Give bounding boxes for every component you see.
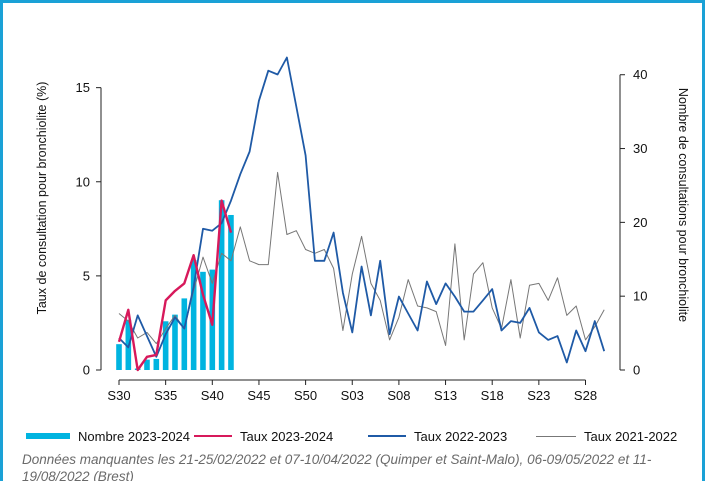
frame-border-right [702,0,705,481]
chart-legend: Nombre 2023-2024 Taux 2023-2024 Taux 202… [26,426,696,446]
left-axis-tick-label: 15 [76,80,90,95]
x-axis-tick-label: S08 [387,388,410,403]
x-axis-tick-label: S03 [341,388,364,403]
missing-data-note: Données manquantes les 21-25/02/2022 et … [22,452,652,481]
line-taux-2021-2022 [118,171,605,346]
left-axis-title: Taux de consultation pour bronchiolite (… [35,82,49,315]
x-axis-tick-label: S30 [107,388,130,403]
bar-nombre-2023-2024 [172,314,178,370]
legend-swatch-taux-2021-2022 [536,435,576,437]
legend-swatch-taux-2022-2023 [368,435,406,437]
legend-label-taux-2023-2024: Taux 2023-2024 [240,428,334,444]
bar-nombre-2023-2024 [218,200,225,370]
line-taux-2023-2024 [117,199,233,372]
right-axis-tick-label: 10 [633,289,647,304]
right-axis-tick-label: 40 [633,67,647,82]
legend-item-nombre-2023-2024: Nombre 2023-2024 [26,426,190,446]
legend-item-taux-2021-2022: Taux 2021-2022 [536,426,677,446]
x-axis-tick-label: S40 [201,388,224,403]
legend-item-taux-2023-2024: Taux 2023-2024 [194,426,333,446]
x-axis-tick-label: S18 [481,388,504,403]
legend-swatch-bars [26,433,70,439]
x-axis-tick-label: S45 [247,388,270,403]
legend-label-taux-2021-2022: Taux 2021-2022 [584,428,678,444]
x-axis-tick-label: S13 [434,388,457,403]
x-axis-tick-label: S23 [527,388,550,403]
bar-nombre-2023-2024 [190,260,197,370]
left-axis-tick-label: 5 [83,268,90,283]
bar-nombre-2023-2024 [200,271,206,370]
bar-nombre-2023-2024 [181,298,188,370]
left-axis-tick-label: 10 [76,174,90,189]
bar-nombre-2023-2024 [144,359,150,370]
line-taux-2022-2023 [118,56,606,364]
frame-border-left [0,0,3,481]
left-axis-tick-label: 0 [83,363,90,378]
x-axis-tick-label: S28 [574,388,597,403]
right-axis-tick-label: 0 [633,363,640,378]
right-axis-tick-label: 30 [633,141,647,156]
bar-nombre-2023-2024 [153,358,160,370]
right-axis-title: Nombre de consultations pour bronchiolit… [676,88,690,322]
right-axis-tick-label: 20 [633,215,647,230]
frame-border-top [0,0,705,3]
x-axis-tick-label: S50 [294,388,317,403]
legend-item-taux-2022-2023: Taux 2022-2023 [368,426,507,446]
legend-label-taux-2022-2023: Taux 2022-2023 [414,428,508,444]
bar-nombre-2023-2024 [116,344,122,370]
bronchiolitis-chart: 0 5 10 15 0 10 20 30 40 S30 S35 S40 S45 S50 S03 S08 S13 S… [35,56,690,403]
bar-nombre-2023-2024 [228,214,234,370]
bar-nombre-2023-2024 [162,321,169,370]
legend-label-nombre-2023-2024: Nombre 2023-2024 [78,428,191,444]
legend-swatch-taux-2023-2024 [194,434,232,438]
x-axis-tick-label: S35 [154,388,177,403]
